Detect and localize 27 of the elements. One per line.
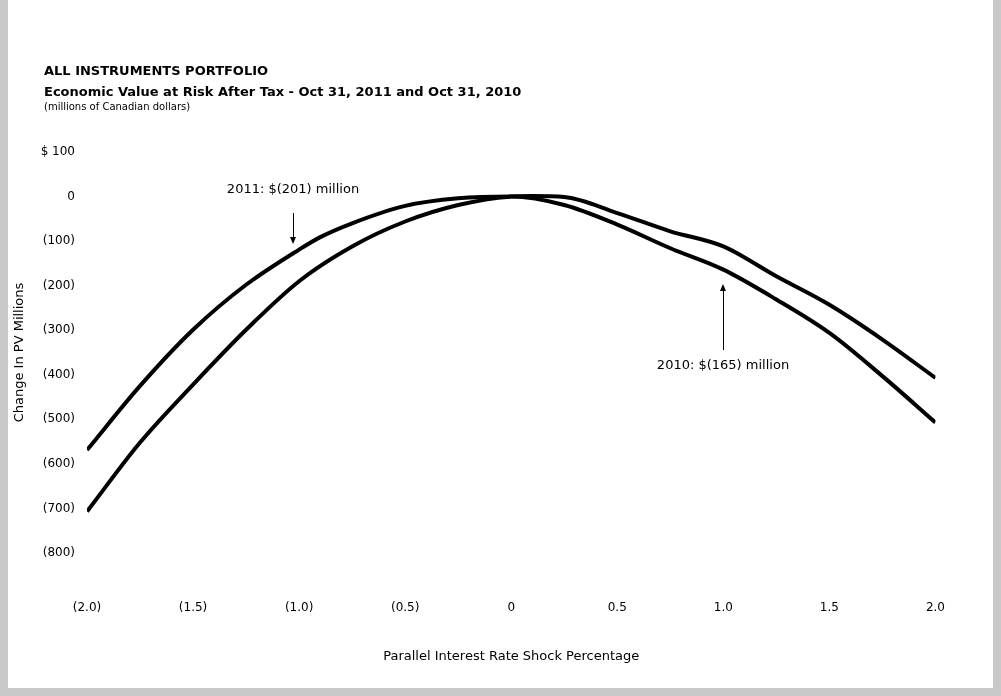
x-tick-label: 1.5: [819, 600, 839, 615]
chart-title: ALL INSTRUMENTS PORTFOLIO: [44, 63, 270, 78]
y-tick-label: $ 100: [40, 144, 75, 159]
y-tick-label: (700): [42, 500, 75, 515]
y-tick-label: (800): [42, 545, 75, 560]
x-tick-label: (2.0): [72, 600, 102, 615]
x-tick-label: 0: [507, 600, 516, 615]
y-tick-label: (500): [42, 411, 75, 426]
y-tick-label: 0: [67, 188, 75, 203]
y-tick-label: (300): [42, 322, 75, 337]
y-tick-label: (400): [42, 366, 75, 381]
y-tick-label: (100): [42, 233, 75, 248]
annotation: 2011: $(201) million: [226, 181, 360, 196]
line-series: [87, 194, 936, 514]
x-tick-label: 2.0: [925, 600, 945, 615]
y-tick-label: (200): [42, 277, 75, 292]
y-tick-label: (600): [42, 456, 75, 471]
chart-subtitle: Economic Value at Risk After Tax - Oct 31, 2011 and Oct 31, 2010: [44, 84, 522, 99]
x-tick-label: (1.0): [284, 600, 314, 615]
x-tick-label: (1.5): [178, 600, 208, 615]
annotation: 2010: $(165) million: [656, 357, 790, 372]
x-tick-label: 1.0: [713, 600, 733, 615]
x-tick-label: 0.5: [607, 600, 627, 615]
x-axis-title: Parallel Interest Rate Shock Percentage: [383, 647, 640, 663]
y-axis-title: Change In PV Millions: [11, 282, 27, 423]
x-tick-label: (0.5): [390, 600, 420, 615]
text: (millions of Canadian dollars): [44, 101, 192, 112]
